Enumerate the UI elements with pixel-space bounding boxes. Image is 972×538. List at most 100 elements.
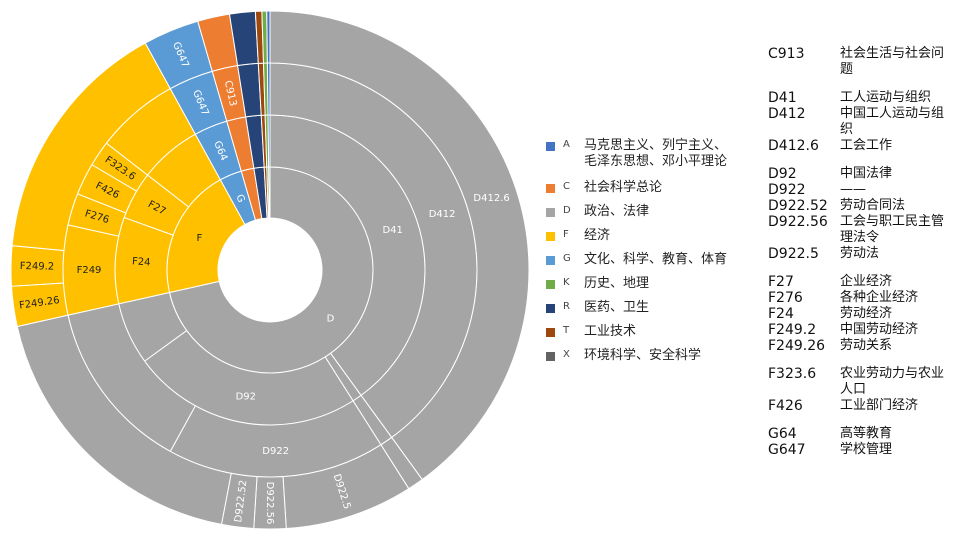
sunburst-label-F249: F249 <box>77 265 102 276</box>
legend-code: D <box>563 205 571 216</box>
code-row-C913: C913 社会生活与社会问题 <box>768 46 968 78</box>
class-code: F426 <box>768 398 803 414</box>
class-code: C913 <box>768 46 805 62</box>
legend-label: 经济 <box>584 228 611 243</box>
legend-item-G: G 文化、科学、教育、体育 <box>546 252 756 276</box>
class-code: F24 <box>768 306 794 322</box>
legend-item-A: A 马克思主义、列宁主义、 毛泽东思想、邓小平理论 <box>546 138 756 180</box>
legend-swatch <box>546 304 555 313</box>
sunburst-segment-A-r0-7 <box>268 166 271 219</box>
code-row-F426: F426 工业部门经济 <box>768 398 968 414</box>
sunburst-label-D412.6: D412.6 <box>473 193 509 204</box>
code-row-F249.2: F249.2 中国劳动经济 <box>768 322 968 338</box>
class-description: 工会工作 <box>840 138 893 153</box>
legend-swatch <box>546 256 555 265</box>
legend-label: 社会科学总论 <box>584 180 663 195</box>
class-code: F276 <box>768 290 803 306</box>
class-code: D922.5 <box>768 246 819 262</box>
legend-swatch <box>546 280 555 289</box>
sunburst-label-G: G <box>233 193 246 204</box>
class-code: D412.6 <box>768 138 819 154</box>
sunburst-label-F24: F24 <box>132 256 151 268</box>
legend-code: F <box>563 229 569 240</box>
code-group: D92 中国法律 D922 —— D922.52 劳动合同法 D922.56 工会与职工民主管… <box>768 166 968 262</box>
legend-code: G <box>563 253 571 264</box>
legend-item-D: D 政治、法律 <box>546 204 756 228</box>
class-code: D922 <box>768 182 806 198</box>
legend-swatch <box>546 184 555 193</box>
legend-swatch <box>546 208 555 217</box>
class-description: 农业劳动力与农业人口 <box>840 366 945 397</box>
class-code: D41 <box>768 90 797 106</box>
code-row-D412.6: D412.6 工会工作 <box>768 138 968 154</box>
code-row-F24: F24 劳动经济 <box>768 306 968 322</box>
sunburst-label-F249.2: F249.2 <box>20 261 55 273</box>
legend-code: C <box>563 181 570 192</box>
legend-swatch <box>546 352 555 361</box>
class-code: G64 <box>768 426 797 442</box>
class-code: F249.26 <box>768 338 826 354</box>
legend-item-X: X 环境科学、安全科学 <box>546 348 756 372</box>
legend-code: A <box>563 139 570 150</box>
class-description: 各种企业经济 <box>840 290 919 305</box>
code-row-D412: D412 中国工人运动与组织 <box>768 106 968 138</box>
class-code: D412 <box>768 106 806 122</box>
class-code: F249.2 <box>768 322 817 338</box>
legend-item-T: T 工业技术 <box>546 324 756 348</box>
legend-item-C: C 社会科学总论 <box>546 180 756 204</box>
code-row-F27: F27 企业经济 <box>768 274 968 290</box>
class-description: 中国工人运动与组织 <box>840 106 945 137</box>
legend-label: 医药、卫生 <box>584 300 650 315</box>
code-row-F276: F276 各种企业经济 <box>768 290 968 306</box>
class-description: 社会生活与社会问题 <box>840 46 945 77</box>
sunburst-label-D922: D922 <box>262 446 289 457</box>
code-row-F323.6: F323.6 农业劳动力与农业人口 <box>768 366 968 398</box>
code-description-list: C913 社会生活与社会问题 D41 工人运动与组织 D412 中国工人运动与组织 D412… <box>768 46 968 470</box>
class-description: 劳动关系 <box>840 338 893 353</box>
class-description: 劳动法 <box>840 246 880 261</box>
sunburst-label-D92: D92 <box>236 392 256 403</box>
legend-label: 政治、法律 <box>584 204 650 219</box>
class-description: 工会与职工民主管理法令 <box>840 214 945 245</box>
legend-swatch <box>546 232 555 241</box>
legend-label: 文化、科学、教育、体育 <box>584 252 728 267</box>
code-group: F27 企业经济 F276 各种企业经济 F24 劳动经济 F249.2 中国劳动经济 F249… <box>768 274 968 354</box>
class-description: 工人运动与组织 <box>840 90 932 105</box>
sunburst-segment-A-r1-12 <box>267 114 271 168</box>
code-group: F323.6 农业劳动力与农业人口 F426 工业部门经济 <box>768 366 968 414</box>
code-group: D41 工人运动与组织 D412 中国工人运动与组织 D412.6 工会工作 <box>768 90 968 154</box>
class-description: 企业经济 <box>840 274 893 289</box>
class-description: 中国法律 <box>840 166 893 181</box>
sunburst-segment-D412.6 <box>269 10 530 481</box>
code-row-F249.26: F249.26 劳动关系 <box>768 338 968 354</box>
legend-label: 环境科学、安全科学 <box>584 348 702 363</box>
legend-item-F: F 经济 <box>546 228 756 252</box>
sunburst-label-D412: D412 <box>429 209 456 220</box>
class-code: F323.6 <box>768 366 817 382</box>
code-row-D92: D92 中国法律 <box>768 166 968 182</box>
code-group: G64 高等教育 G647 学校管理 <box>768 426 968 458</box>
sunburst-label-D922.56: D922.56 <box>264 482 275 525</box>
class-code: D92 <box>768 166 797 182</box>
sunburst-segment-A-r2-14 <box>266 62 271 116</box>
code-row-D922: D922 —— <box>768 182 968 198</box>
legend-label: 马克思主义、列宁主义、 毛泽东思想、邓小平理论 <box>584 138 728 169</box>
code-row-D922.52: D922.52 劳动合同法 <box>768 198 968 214</box>
class-description: 劳动经济 <box>840 306 893 321</box>
legend: A 马克思主义、列宁主义、 毛泽东思想、邓小平理论 C 社会科学总论 D 政治、法律 F 经济 G… <box>546 138 756 372</box>
sunburst-label-D922.52: D922.52 <box>233 479 249 523</box>
code-group: C913 社会生活与社会问题 <box>768 46 968 78</box>
legend-item-K: K 历史、地理 <box>546 276 756 300</box>
code-row-G64: G64 高等教育 <box>768 426 968 442</box>
sunburst-label-F: F <box>196 233 202 244</box>
legend-code: R <box>563 301 570 312</box>
class-code: F27 <box>768 274 794 290</box>
code-row-D922.56: D922.56 工会与职工民主管理法令 <box>768 214 968 246</box>
class-code: G647 <box>768 442 806 458</box>
class-description: 高等教育 <box>840 426 893 441</box>
sunburst-chart: DFGD41D92F24F27G64D412D922F249F276F426F3… <box>10 10 530 530</box>
code-row-D41: D41 工人运动与组织 <box>768 90 968 106</box>
code-row-G647: G647 学校管理 <box>768 442 968 458</box>
sunburst-label-D: D <box>327 313 335 324</box>
class-description: 工业部门经济 <box>840 398 919 413</box>
